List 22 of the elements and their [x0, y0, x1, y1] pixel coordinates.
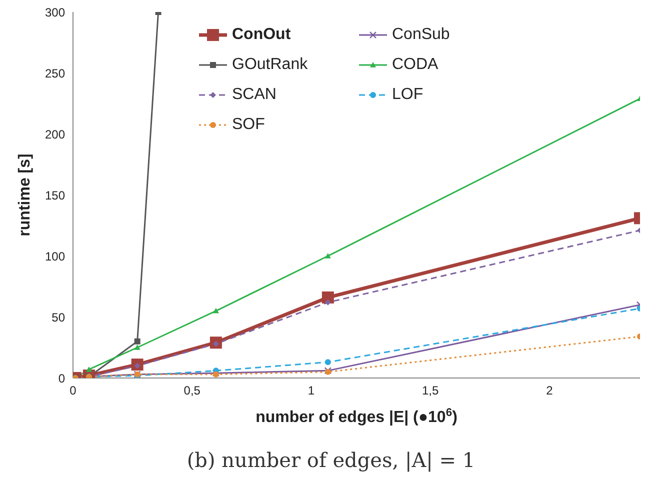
- y-tick-label: 300: [44, 5, 66, 20]
- x-tick-label: 2: [546, 384, 554, 398]
- legend-label: SOF: [232, 116, 265, 134]
- x-tick-label: 1: [308, 384, 315, 398]
- legend-label: LOF: [392, 86, 424, 104]
- x-tick-label: 0: [70, 384, 77, 398]
- y-tick-label: 100: [44, 249, 66, 264]
- legend-label: GOutRank: [232, 56, 308, 74]
- text: (b) number of edges, |A| = 1: [186, 448, 476, 472]
- x-axis-title: number of edges |E| (●10$^{6}$): [256, 407, 458, 426]
- y-axis-title: runtime [s]: [16, 154, 34, 236]
- legend-label: CODA: [392, 56, 438, 74]
- legend-label: SCAN: [232, 86, 276, 104]
- legend-label: ConSub: [392, 26, 450, 44]
- y-tick-label: 200: [44, 127, 66, 142]
- y-tick-label: 0: [58, 371, 66, 386]
- y-tick-label: 250: [44, 66, 66, 80]
- y-tick-label: 150: [44, 188, 66, 202]
- y-tick-label: 50: [52, 310, 66, 324]
- x-tick-label: 1,5: [422, 384, 440, 398]
- legend-label: ConOut: [232, 26, 291, 44]
- x-tick-label: 0,5: [184, 384, 201, 398]
